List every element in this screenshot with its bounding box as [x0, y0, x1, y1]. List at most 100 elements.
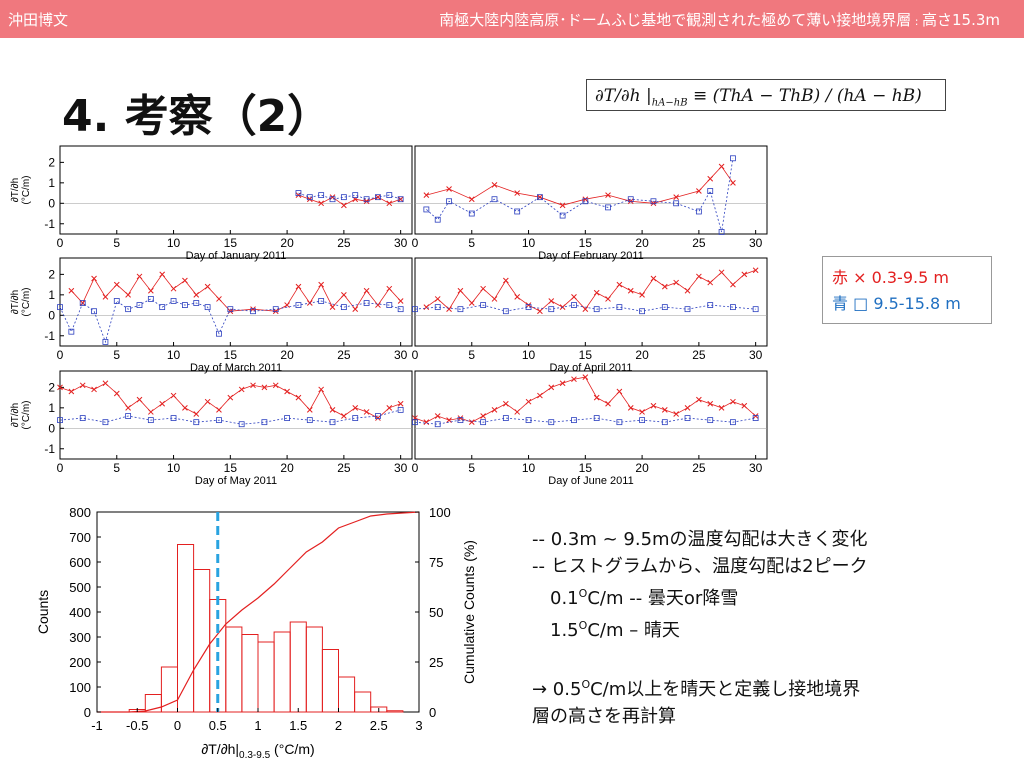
x-tick-label: 20 — [635, 348, 649, 362]
red-cross-point — [91, 275, 97, 282]
red-cross-point — [696, 396, 702, 403]
red-cross-point — [272, 382, 279, 389]
panel-frame — [59, 370, 413, 460]
blue-square-point — [102, 339, 109, 345]
x-tick-label: 30 — [749, 236, 763, 250]
blue-square-point — [616, 419, 623, 426]
blue-square-point — [502, 415, 509, 421]
note-degree: O — [581, 678, 591, 691]
red-cross-point — [457, 287, 464, 294]
series-line-blue — [298, 192, 401, 200]
blue-square-point — [170, 298, 177, 304]
red-cross-point — [696, 188, 702, 194]
x-tick-label: 5 — [113, 348, 120, 362]
x-tick-label: 5 — [468, 348, 475, 362]
note-line: 層の高さを再計算 — [532, 706, 676, 727]
red-cross-point — [525, 398, 532, 405]
x-tick-label: 0 — [174, 718, 181, 733]
series-line-blue — [414, 304, 756, 312]
blue-square-point — [548, 306, 555, 313]
blue-square-point — [627, 196, 634, 203]
red-cross-point — [329, 407, 336, 413]
y-axis-label: ∂T/∂h(°C/m) — [10, 176, 32, 205]
red-cross-point — [446, 186, 452, 192]
red-cross-point — [295, 283, 302, 290]
blue-square-point — [616, 304, 623, 311]
x-tick-label: 15 — [579, 348, 593, 362]
note-pre: 0.1 — [550, 588, 579, 609]
blue-square-point — [329, 196, 336, 203]
y-axis-label-line: (°C/m) — [21, 401, 32, 430]
histogram-bar — [177, 544, 195, 713]
red-cross-point — [730, 281, 736, 288]
red-cross-point — [386, 285, 393, 292]
red-cross-point — [193, 411, 200, 417]
y-tick-label: 400 — [69, 605, 91, 620]
red-cross-point — [352, 306, 359, 313]
formula-lhs-sub: hA−hB — [651, 97, 688, 109]
red-cross-point — [730, 179, 736, 186]
blue-square-point — [480, 302, 487, 308]
histogram-bar — [160, 666, 178, 713]
red-cross-point — [79, 382, 86, 389]
notes-text: -- 0.3m ~ 9.5mの温度勾配は大きく変化 -- ヒストグラムから、温度勾… — [532, 526, 868, 730]
red-cross-point — [468, 419, 475, 426]
blue-square-point — [537, 194, 543, 201]
y-tick-label: 1 — [48, 288, 55, 302]
red-cross-point — [650, 200, 657, 207]
blue-square-point — [261, 419, 268, 426]
red-cross-point — [434, 413, 441, 419]
histogram-bar — [193, 569, 211, 713]
panel-frame — [414, 145, 768, 235]
x-tick-label: 0 — [57, 236, 64, 250]
x-tick-label: -1 — [91, 718, 103, 733]
red-cross-point — [136, 396, 143, 403]
red-cross-point — [514, 190, 521, 196]
note-line: -- ヒストグラムから、温度勾配は2ピーク — [532, 556, 868, 577]
formula-rhs: ≡ (ThA − ThB) / (hA − hB) — [687, 86, 922, 106]
y-axis-label: Counts — [35, 590, 51, 634]
blue-square-point — [340, 194, 347, 201]
note-line — [532, 644, 868, 671]
red-cross-point — [363, 287, 370, 294]
red-cross-point — [514, 409, 521, 415]
blue-square-point — [752, 306, 759, 313]
y-tick-label: 0 — [48, 196, 55, 210]
note-degree: O — [578, 619, 588, 632]
panel-2: 0 5 10 15 20 25 30 Day of February 2011 — [412, 145, 768, 262]
x-tick-label: 15 — [579, 461, 593, 475]
panel-xlabel: Day of April 2011 — [550, 362, 633, 374]
blue-square-point — [182, 302, 188, 308]
panel-frame — [59, 145, 413, 235]
red-cross-point — [605, 192, 611, 198]
histogram-bar — [289, 621, 307, 713]
red-cross-point — [423, 419, 430, 426]
red-cross-point — [605, 400, 611, 407]
red-cross-point — [329, 304, 336, 310]
blue-square-point — [386, 302, 393, 308]
blue-square-point — [397, 196, 404, 203]
note-post: C/m -- 曇天or降雪 — [587, 588, 739, 609]
series-line-red — [59, 382, 401, 419]
blue-square-point — [514, 208, 521, 215]
blue-square-point — [423, 206, 430, 213]
blue-square-point — [147, 296, 154, 302]
note-post: C/m以上を晴天と定義し接地境界 — [590, 679, 861, 700]
red-cross-point — [397, 298, 404, 304]
red-cross-point — [423, 192, 430, 198]
blue-square-point — [216, 330, 222, 337]
y-tick-label: 1 — [48, 401, 55, 415]
red-cross-point — [684, 404, 691, 411]
red-cross-point — [627, 287, 634, 294]
red-cross-point — [548, 298, 555, 304]
red-cross-point — [318, 200, 325, 207]
blue-square-point — [639, 308, 645, 315]
red-cross-point — [571, 376, 577, 383]
x-tick-label: -0.5 — [126, 718, 148, 733]
blue-square-point — [434, 304, 441, 311]
red-cross-point — [582, 374, 589, 380]
header-title-sep: : — [911, 15, 922, 28]
red-cross-point — [250, 382, 256, 389]
blue-square-point — [113, 298, 120, 304]
blue-square-point — [125, 413, 132, 419]
